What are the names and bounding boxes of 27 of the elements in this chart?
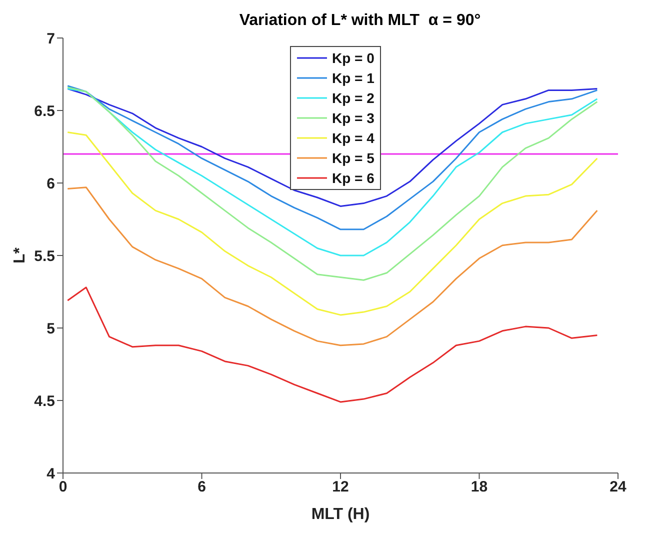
legend-label: Kp = 0 xyxy=(332,50,374,66)
y-tick-label: 6 xyxy=(46,175,55,192)
line-series xyxy=(66,88,598,207)
y-tick-label: 7 xyxy=(46,30,55,48)
legend-label: Kp = 4 xyxy=(332,130,374,146)
x-axis-title: MLT (H) xyxy=(311,506,370,523)
y-axis-title: L* xyxy=(12,246,29,264)
line-series xyxy=(66,286,598,403)
line-series xyxy=(66,186,598,346)
y-tick-label: 4 xyxy=(46,465,56,482)
y-tick-label: 5.5 xyxy=(34,248,55,265)
x-tick-label: 12 xyxy=(332,478,349,496)
line-series xyxy=(66,132,598,316)
legend-label: Kp = 6 xyxy=(332,170,374,186)
x-tick-label: 24 xyxy=(610,478,627,496)
chart-title: Variation of L* with MLT α = 90° xyxy=(238,12,482,30)
x-tick-label: 18 xyxy=(470,478,488,496)
y-tick-label: 5 xyxy=(46,320,55,338)
y-tick-label: 6.5 xyxy=(34,102,55,120)
legend-label: Kp = 3 xyxy=(332,110,374,126)
legend-label: Kp = 1 xyxy=(332,70,374,86)
y-tick-label: 4.5 xyxy=(34,392,55,410)
x-tick-label: 6 xyxy=(198,478,206,496)
line-series xyxy=(66,85,598,230)
x-tick-label: 0 xyxy=(58,478,68,496)
legend-label: Kp = 5 xyxy=(332,150,374,166)
legend-label: Kp = 2 xyxy=(332,90,374,106)
